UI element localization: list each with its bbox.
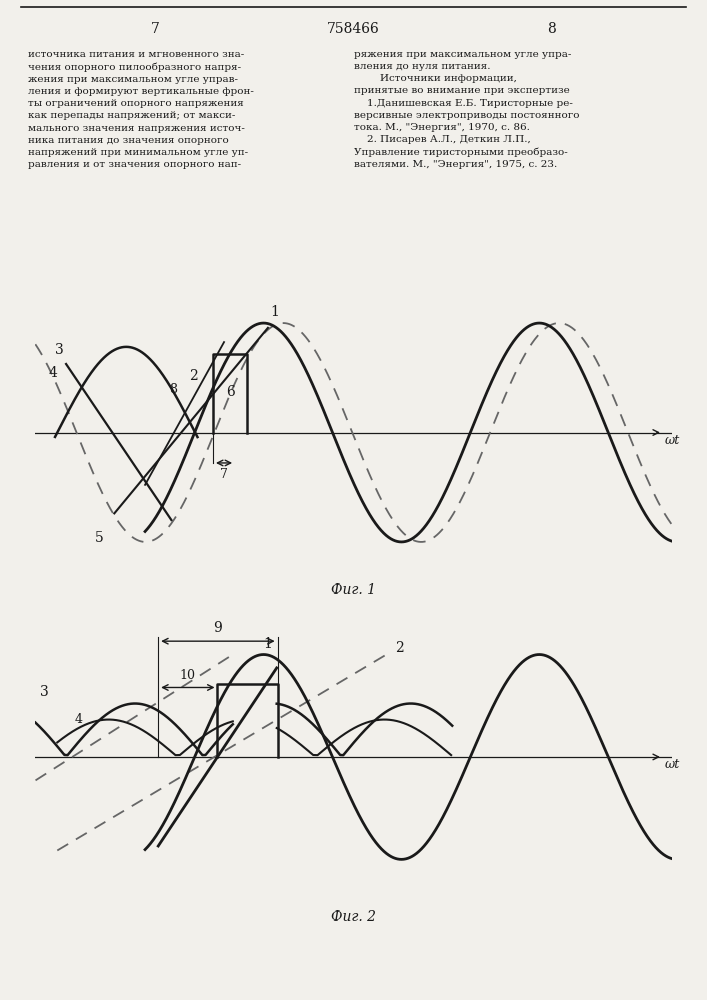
Text: Фиг. 1: Фиг. 1: [331, 583, 376, 597]
Text: Фиг. 2: Фиг. 2: [331, 910, 376, 924]
Text: 2: 2: [395, 641, 404, 655]
Text: 7: 7: [220, 468, 228, 481]
Text: 6: 6: [226, 385, 235, 399]
Text: 8: 8: [169, 383, 177, 396]
Text: 10: 10: [180, 669, 196, 682]
Text: 2: 2: [189, 369, 198, 383]
Text: 4: 4: [75, 713, 83, 726]
Text: 7: 7: [151, 22, 160, 36]
Text: 1: 1: [264, 637, 272, 651]
Text: 758466: 758466: [327, 22, 380, 36]
Text: ωt: ωt: [665, 758, 680, 771]
Text: 9: 9: [214, 621, 222, 635]
Text: источника питания и мгновенного зна-
чения опорного пилообразного напря-
жения п: источника питания и мгновенного зна- чен…: [28, 50, 254, 169]
Text: ωt: ωt: [665, 434, 680, 447]
Text: 8: 8: [547, 22, 556, 36]
Text: ряжения при максимальном угле упра-
вления до нуля питания.
        Источники ин: ряжения при максимальном угле упра- влен…: [354, 50, 579, 169]
Text: 3: 3: [55, 343, 64, 357]
Text: 1: 1: [270, 305, 279, 319]
Text: 3: 3: [40, 685, 49, 699]
Text: 5: 5: [95, 531, 103, 545]
Text: 4: 4: [49, 366, 57, 380]
